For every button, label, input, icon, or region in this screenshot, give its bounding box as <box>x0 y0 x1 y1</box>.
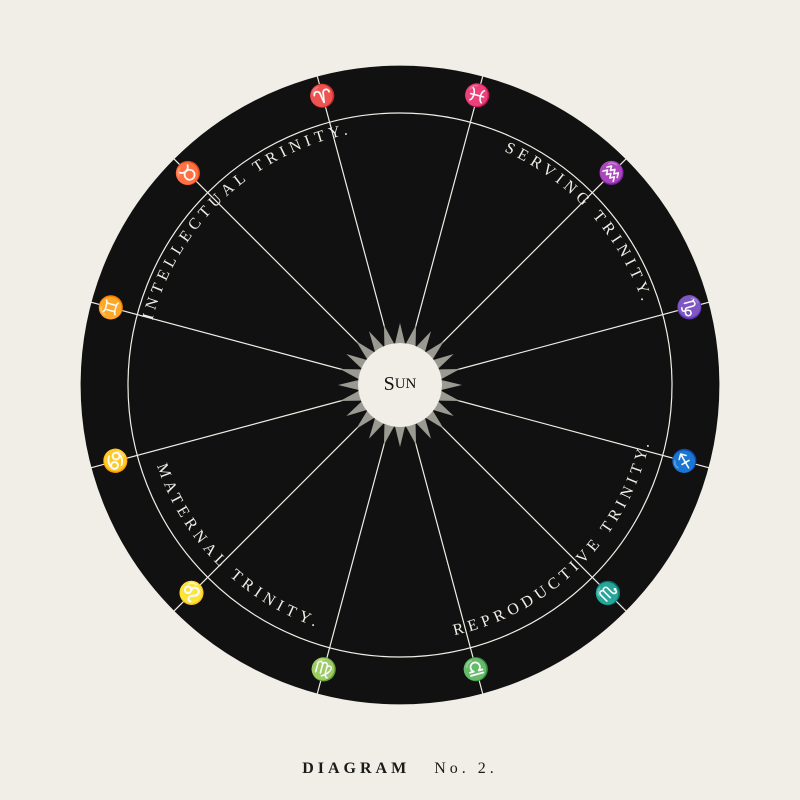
caption-prefix: DIAGRAM <box>302 760 410 777</box>
zodiac-wheel-diagram: SUNINTELLECTUAL TRINITY.SERVING TRINITY.… <box>0 0 800 800</box>
sun-label: SUN <box>384 373 417 395</box>
caption-number: No. 2. <box>434 760 498 777</box>
diagram-caption: DIAGRAM No. 2. <box>0 760 800 778</box>
